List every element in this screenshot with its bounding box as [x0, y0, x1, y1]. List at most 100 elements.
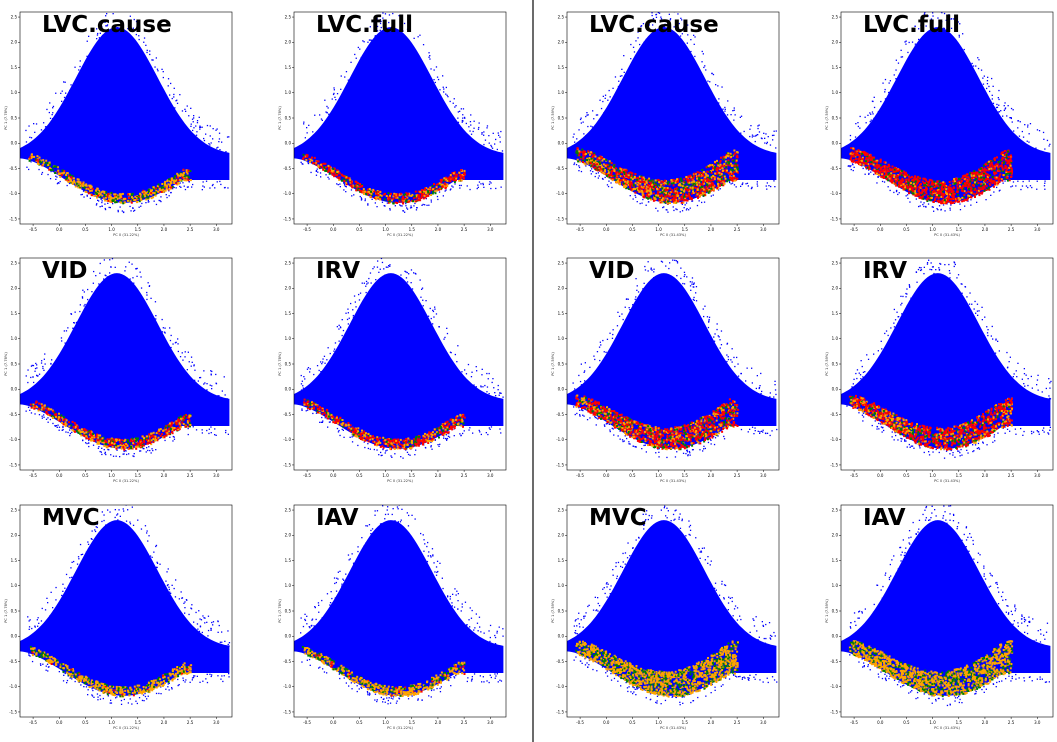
point	[386, 202, 388, 204]
point-red	[406, 201, 409, 203]
point-red	[946, 190, 949, 193]
point	[173, 96, 175, 98]
point	[192, 129, 194, 132]
point-green	[354, 185, 357, 188]
point-orange	[377, 192, 380, 195]
point-red	[940, 194, 943, 197]
point	[715, 84, 717, 86]
point	[472, 130, 474, 133]
point	[1013, 130, 1015, 132]
point	[307, 162, 310, 165]
point	[169, 327, 171, 329]
point-orange	[693, 180, 696, 183]
point-red	[938, 201, 940, 204]
point-red	[418, 194, 421, 197]
point-orange	[963, 190, 966, 193]
point-red	[668, 192, 671, 195]
point-red	[638, 187, 640, 190]
point	[42, 130, 44, 132]
point-orange	[59, 175, 62, 178]
point-red	[407, 192, 410, 195]
point-red	[387, 198, 390, 201]
point-red	[187, 169, 190, 172]
point-orange	[669, 191, 672, 194]
point	[907, 51, 909, 54]
point-orange	[156, 185, 159, 187]
point	[65, 330, 68, 332]
point	[663, 206, 665, 208]
point	[618, 80, 620, 82]
point-red	[1010, 175, 1013, 178]
x-tick-label: 1.5	[135, 227, 142, 232]
point	[104, 21, 106, 23]
point-red	[920, 197, 923, 200]
point-orange	[684, 197, 687, 200]
point	[722, 108, 724, 110]
point-orange	[445, 178, 448, 181]
point	[148, 446, 150, 448]
point	[108, 206, 110, 209]
point-green	[929, 190, 932, 193]
point-orange	[701, 192, 704, 195]
point	[662, 25, 664, 28]
point	[1011, 185, 1014, 187]
point-green	[630, 178, 633, 181]
point-orange	[940, 196, 943, 198]
point-red	[986, 166, 989, 169]
point	[104, 451, 106, 453]
point-orange	[665, 192, 668, 195]
point-red	[625, 172, 628, 175]
point-red	[905, 184, 908, 187]
point-red	[416, 193, 419, 196]
point-orange	[657, 194, 660, 197]
point-red	[416, 199, 419, 202]
point-green	[184, 416, 186, 419]
point	[82, 190, 85, 192]
point	[865, 122, 867, 124]
point	[106, 24, 109, 26]
point-orange	[733, 179, 736, 182]
x-tick-label: 1.0	[929, 227, 936, 232]
point-red	[338, 177, 341, 180]
point-orange	[101, 441, 104, 444]
point-orange	[651, 183, 654, 186]
point	[146, 447, 148, 449]
point	[587, 125, 589, 128]
point-green	[184, 174, 187, 177]
point	[135, 268, 137, 270]
point-green	[962, 187, 965, 190]
point-red	[993, 171, 996, 174]
point-green	[649, 180, 652, 183]
point-green	[987, 186, 990, 189]
point	[763, 132, 765, 134]
point-red	[988, 174, 991, 177]
point	[877, 111, 880, 113]
point-red	[415, 200, 417, 203]
point-orange	[179, 173, 182, 176]
point	[1002, 115, 1004, 117]
point-green	[682, 186, 685, 189]
point-red	[327, 169, 330, 172]
point-red	[905, 171, 907, 174]
point-green	[727, 162, 730, 165]
point-green	[729, 168, 732, 171]
point-red	[450, 176, 453, 179]
point	[215, 129, 217, 131]
point-red	[142, 189, 145, 192]
point-red	[932, 189, 935, 192]
point-red	[1011, 171, 1013, 174]
point-orange	[368, 191, 371, 194]
point	[585, 135, 587, 137]
point-orange	[583, 162, 586, 165]
point	[604, 176, 606, 179]
point-orange	[62, 172, 64, 175]
point-orange	[144, 195, 147, 198]
point	[333, 92, 335, 95]
point-orange	[964, 178, 967, 181]
point	[734, 114, 736, 116]
point-red	[876, 161, 879, 164]
point-orange	[712, 175, 715, 177]
point-red	[462, 175, 465, 178]
point-red	[677, 178, 680, 181]
point-orange	[42, 161, 45, 164]
